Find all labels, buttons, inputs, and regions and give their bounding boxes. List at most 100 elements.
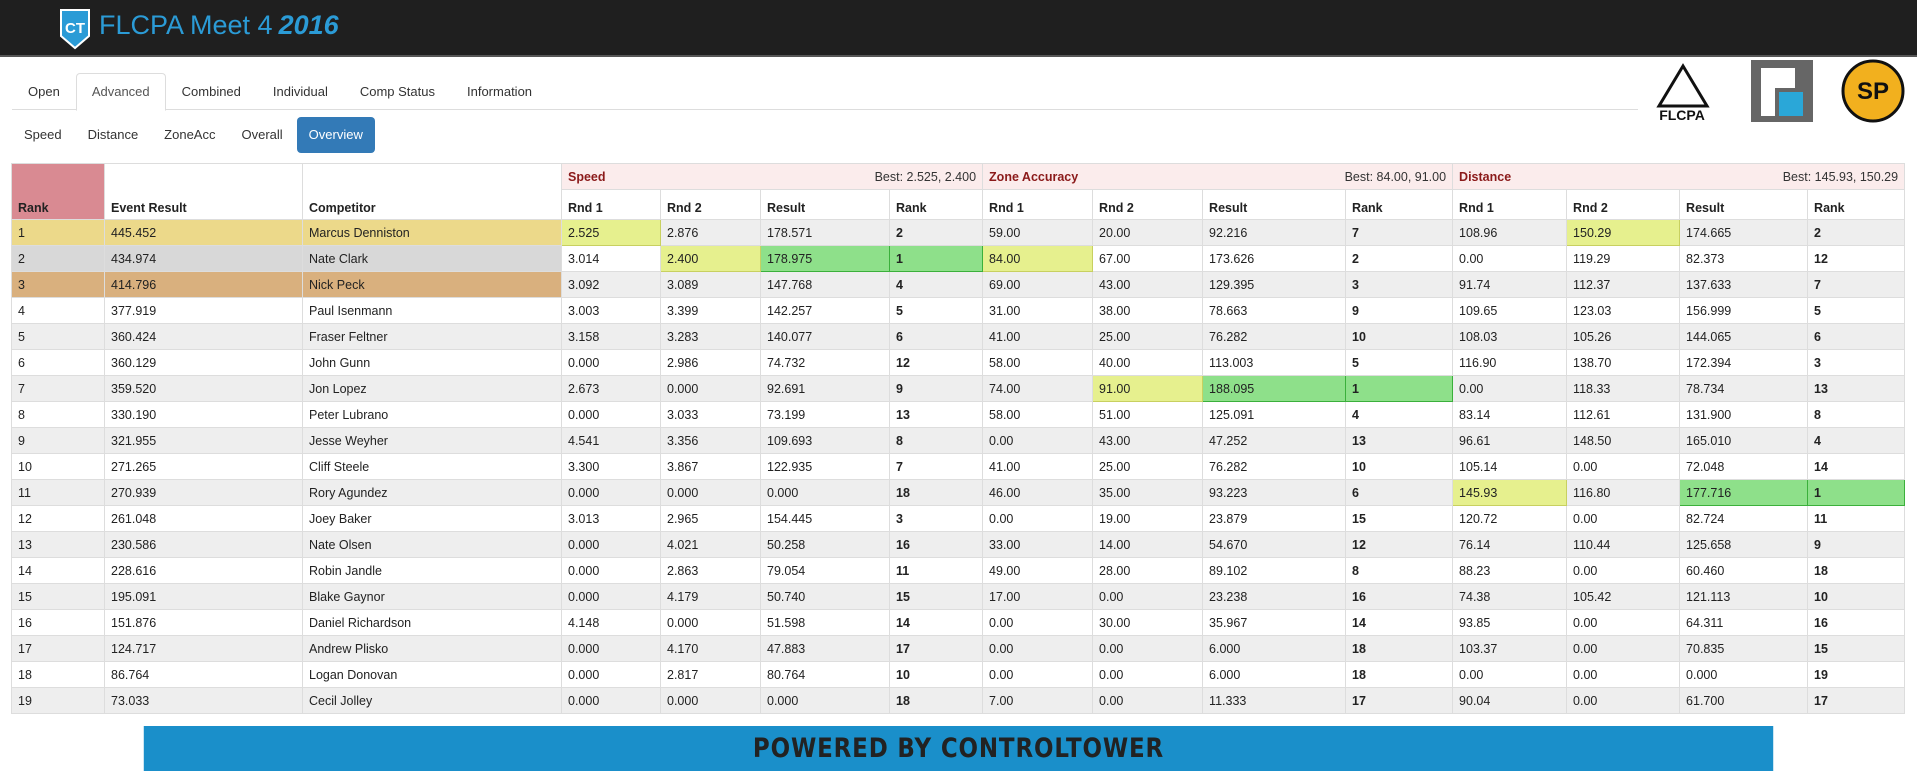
cell: 72.048 <box>1679 453 1809 480</box>
cell: 0.000 <box>760 687 890 714</box>
result-row: 11 270.939 Rory Agundez 0.000 0.000 0.000 18 46… <box>11 479 1906 506</box>
cell: 110.44 <box>1566 531 1681 558</box>
cell: Logan Donovan <box>302 661 562 688</box>
cell: 154.445 <box>760 505 890 532</box>
cell: 2 <box>1807 219 1906 246</box>
result-row: 13 230.586 Nate Olsen 0.000 4.021 50.258 16 33.… <box>11 531 1906 558</box>
cell: Nate Olsen <box>302 531 562 558</box>
tab[interactable]: Comp Status <box>359 84 435 99</box>
cell: 2.863 <box>660 557 761 584</box>
cell: 172.394 <box>1679 349 1809 376</box>
cell: 3.092 <box>561 271 661 298</box>
cell: 93.85 <box>1452 609 1568 636</box>
cell: 360.424 <box>104 323 303 350</box>
cell: 8 <box>888 427 984 454</box>
result-row: 10 271.265 Cliff Steele 3.300 3.867 122.935 7 4… <box>11 453 1906 480</box>
cell: 3 <box>1345 271 1454 298</box>
subtabs: Speed Distance ZoneAcc Overall Overview <box>12 117 375 153</box>
cell: 109.65 <box>1452 297 1568 324</box>
cell: 10 <box>1807 583 1906 610</box>
cell: 148.50 <box>1566 427 1681 454</box>
cell: 108.03 <box>1452 323 1568 350</box>
cell: 4 <box>11 297 105 324</box>
cell: 10 <box>11 453 105 480</box>
footer: POWERED BY CONTROLTOWER <box>143 726 1774 771</box>
cell: 78.663 <box>1202 297 1347 324</box>
cell: 9 <box>1807 531 1906 558</box>
column-header: Rank <box>1807 189 1906 220</box>
cell: 230.586 <box>104 531 303 558</box>
column-header: Result <box>1202 189 1347 220</box>
cell: 14 <box>1807 453 1906 480</box>
cell: 0.000 <box>561 635 661 662</box>
cell: 86.764 <box>104 661 303 688</box>
column-header: Rnd 2 <box>1566 189 1681 220</box>
cell: 0.000 <box>561 583 661 610</box>
cell: 0.000 <box>1679 661 1809 688</box>
table-head: Rank Event Result Competitor Best: 2.525, 2… <box>11 163 1906 220</box>
cell: 70.835 <box>1679 635 1809 662</box>
cell: 3.399 <box>660 297 761 324</box>
subtab[interactable]: Overall <box>241 127 283 142</box>
cell: 178.975 <box>760 245 890 272</box>
cell: 13 <box>888 401 984 428</box>
title: FLCPA Meet 4 2016 <box>99 10 339 41</box>
cell: 10 <box>888 661 984 688</box>
cell: 67.00 <box>1092 245 1204 272</box>
cell: Peter Lubrano <box>302 401 562 428</box>
tab[interactable]: Advanced <box>75 73 166 111</box>
cell: 123.03 <box>1566 297 1681 324</box>
tab[interactable]: Individual <box>272 84 328 99</box>
result-row: 3 414.796 Nick Peck 3.092 3.089 147.768 4 69.00… <box>11 271 1906 298</box>
cell: 46.00 <box>982 479 1094 506</box>
tab[interactable]: Open <box>28 84 60 99</box>
cell: 19 <box>1807 661 1906 688</box>
cell: 74.00 <box>982 375 1094 402</box>
cell: 0.000 <box>561 661 661 688</box>
cell: 3 <box>11 271 105 298</box>
tab[interactable]: Combined <box>181 84 241 99</box>
cell: 8 <box>1807 401 1906 428</box>
cell: 74.732 <box>760 349 890 376</box>
subtab[interactable]: Overview <box>296 117 375 153</box>
cell: 16 <box>1807 609 1906 636</box>
cell: 6 <box>1807 323 1906 350</box>
cell: 14 <box>11 557 105 584</box>
cell: 0.000 <box>561 531 661 558</box>
cell: 11 <box>888 557 984 584</box>
cell: 0.000 <box>660 375 761 402</box>
cell: 33.00 <box>982 531 1094 558</box>
cell: 17 <box>1345 687 1454 714</box>
cell: 14 <box>1345 609 1454 636</box>
column-header: Rnd 1 <box>982 189 1094 220</box>
cell: 112.37 <box>1566 271 1681 298</box>
cell: 14.00 <box>1092 531 1204 558</box>
cell: 91.00 <box>1092 375 1204 402</box>
header: CT FLCPA Meet 4 2016 <box>0 0 1917 57</box>
cell: 150.29 <box>1566 219 1681 246</box>
cell: 112.61 <box>1566 401 1681 428</box>
cell: 76.282 <box>1202 323 1347 350</box>
cell: 0.00 <box>1452 375 1568 402</box>
subtab[interactable]: Speed <box>24 127 62 142</box>
cell: 119.29 <box>1566 245 1681 272</box>
tab[interactable]: Information <box>467 84 533 99</box>
cell: 3.283 <box>660 323 761 350</box>
cell: 137.633 <box>1679 271 1809 298</box>
cell: 0.00 <box>1092 635 1204 662</box>
cell: 174.665 <box>1679 219 1809 246</box>
cell: 113.003 <box>1202 349 1347 376</box>
cell: 47.252 <box>1202 427 1347 454</box>
cell: 18 <box>888 479 984 506</box>
cell: 51.00 <box>1092 401 1204 428</box>
cell: 3.356 <box>660 427 761 454</box>
subtab[interactable]: ZoneAcc <box>164 127 216 142</box>
cell: 140.077 <box>760 323 890 350</box>
subtab[interactable]: Distance <box>87 127 139 142</box>
cell: 2.817 <box>660 661 761 688</box>
cell: 0.00 <box>1566 661 1681 688</box>
cell: 414.796 <box>104 271 303 298</box>
group-name: Speed <box>568 169 606 184</box>
group-header: Best: 2.525, 2.400 Speed <box>560 163 984 190</box>
